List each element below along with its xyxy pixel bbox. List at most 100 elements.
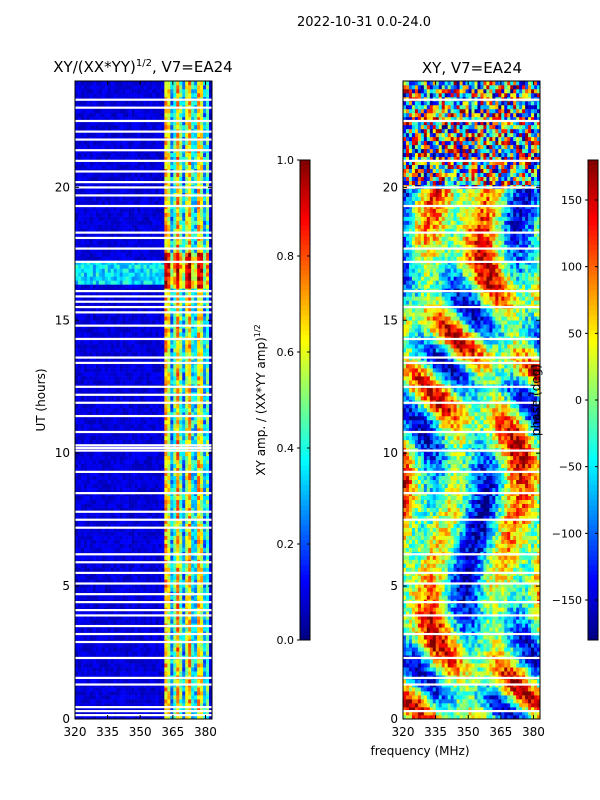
amplitude-cell [113,595,117,600]
amplitude-cell [170,415,174,421]
amplitude-cell [125,431,129,437]
amplitude-cell [77,427,82,433]
amplitude-cell [209,687,213,692]
amplitude-cell [152,415,156,421]
amplitude-cell [137,471,141,477]
amplitude-cell [137,531,141,536]
amplitude-cell [113,671,117,676]
amplitude-cell [197,663,201,668]
amplitude-cell [80,284,85,289]
amplitude-cell [194,376,198,381]
amplitude-cell [89,535,94,540]
amplitude-cell [140,435,144,441]
amplitude-cell [75,619,79,624]
amplitude-cell [140,611,144,616]
amplitude-cell [206,292,210,297]
amplitude-cell [146,679,150,684]
amplitude-cell [182,368,186,373]
amplitude-cell [182,348,186,353]
amplitude-cell [86,583,91,588]
amplitude-cell [131,523,135,528]
amplitude-cell [191,611,195,616]
amplitude-cell [95,515,100,520]
amplitude-cell [188,587,192,592]
amplitude-cell [164,423,168,429]
amplitude-cell [116,463,120,469]
amplitude-cell [179,431,183,437]
amplitude-cell [89,539,94,544]
amplitude-cell [158,292,162,297]
amplitude-cell [113,435,117,441]
amplitude-cell [83,332,88,337]
amplitude-cell [140,415,144,421]
amplitude-cell [116,348,120,353]
amplitude-cell [89,611,94,616]
amplitude-cell [92,411,97,417]
amplitude-cell [200,663,204,668]
amplitude-cell [83,671,88,676]
amplitude-cell [170,368,174,373]
amplitude-cell [179,579,183,584]
amplitude-cell [119,332,123,337]
amplitude-cell [188,495,192,500]
amplitude-cell [164,507,168,512]
amplitude-cell [92,439,97,445]
amplitude-cell [122,703,126,708]
amplitude-cell [197,671,201,676]
amplitude-cell [95,563,100,568]
amplitude-cell [80,515,85,520]
amplitude-cell [86,284,91,289]
amplitude-cell [140,411,144,417]
amplitude-cell [119,451,123,457]
amplitude-cell [110,511,115,516]
amplitude-cell [110,459,115,465]
amplitude-cell [131,296,135,301]
amplitude-cell [98,587,103,592]
amplitude-cell [104,471,109,477]
amplitude-cell [170,715,174,720]
amplitude-cell [75,507,79,512]
amplitude-cell [110,579,115,584]
amplitude-cell [122,475,126,481]
amplitude-cell [134,332,138,337]
amplitude-cell [116,699,120,704]
amplitude-cell [89,479,94,485]
amplitude-cell [83,523,88,528]
amplitude-cell [113,611,117,616]
amplitude-cell [173,376,177,381]
amplitude-cell [188,471,192,477]
amplitude-cell [125,555,129,560]
amplitude-cell [185,679,189,684]
amplitude-cell [131,667,135,672]
amplitude-cell [161,707,165,712]
amplitude-cell [158,531,162,536]
amplitude-cell [194,707,198,712]
amplitude-cell [83,527,88,532]
amplitude-cell [146,296,150,301]
amplitude-cell [158,499,162,504]
amplitude-cell [170,595,174,600]
amplitude-cell [197,340,201,345]
amplitude-cell [203,587,207,592]
amplitude-cell [197,595,201,600]
amplitude-cell [128,667,132,672]
amplitude-cell [95,376,100,381]
amplitude-cell [77,539,82,544]
amplitude-cell [200,407,204,413]
amplitude-cell [104,352,109,357]
amplitude-cell [158,539,162,544]
amplitude-cell [86,603,91,608]
amplitude-cell [197,459,201,465]
amplitude-cell [206,539,210,544]
amplitude-cell [149,555,153,560]
amplitude-cell [191,419,195,425]
amplitude-cell [125,423,129,429]
amplitude-cell [173,695,177,700]
amplitude-cell [209,651,213,656]
amplitude-cell [182,703,186,708]
amplitude-cell [119,595,123,600]
amplitude-cell [191,691,195,696]
amplitude-cell [164,487,168,493]
amplitude-cell [146,531,150,536]
amplitude-cell [75,547,79,552]
